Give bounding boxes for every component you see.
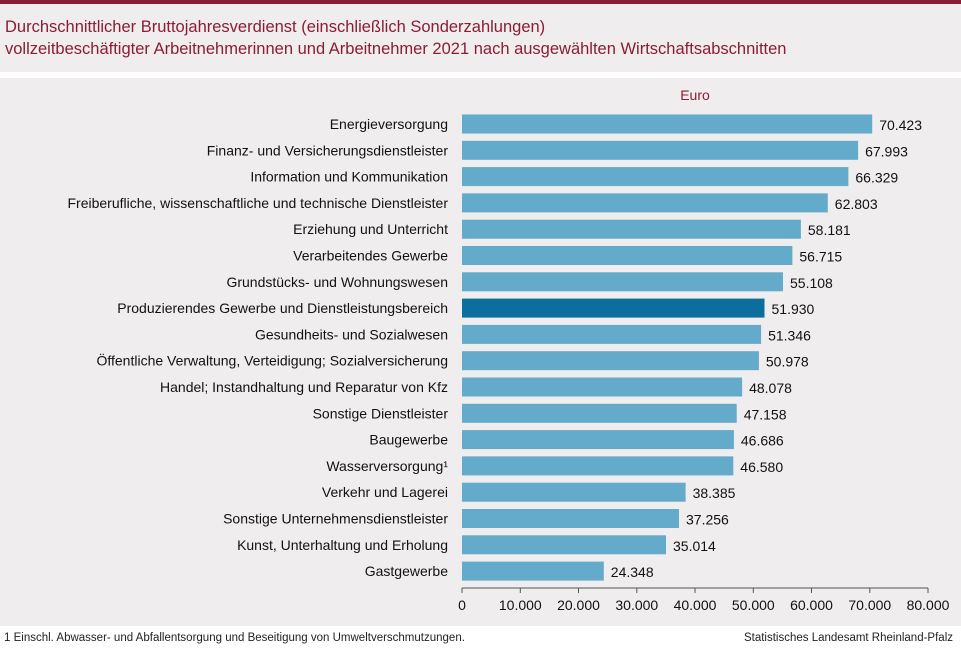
bar-13 <box>462 430 734 450</box>
x-tick-label-3: 20.000 <box>557 597 600 613</box>
bar-16 <box>462 509 679 528</box>
category-label-12: Sonstige Dienstleister <box>313 405 449 421</box>
value-label-1: 70.423 <box>879 117 922 133</box>
category-label-7: Grundstücks- und Wohnungswesen <box>226 274 448 290</box>
category-label-3: Information und Kommunikation <box>250 169 448 185</box>
chart-title-line-1: Durchschnittlicher Bruttojahresverdienst… <box>5 18 546 36</box>
chart-header: Durchschnittlicher Bruttojahresverdienst… <box>0 4 961 72</box>
source-credit: Statistisches Landesamt Rheinland-Pfalz <box>743 632 953 644</box>
x-tick-label-2: 10.000 <box>499 597 542 613</box>
x-tick-label-8: 70.000 <box>848 597 891 613</box>
value-label-12: 47.158 <box>744 406 787 422</box>
category-label-5: Erziehung und Unterricht <box>293 221 448 237</box>
top-rule <box>0 0 961 4</box>
bar-chart: Euro Energieversorgung 70.423 Finanz- und V… <box>67 87 950 613</box>
category-label-1: Energieversorgung <box>330 116 448 132</box>
x-tick-label-5: 40.000 <box>674 597 717 613</box>
value-label-15: 38.385 <box>693 485 736 501</box>
x-tick-label-7: 60.000 <box>790 597 833 613</box>
value-label-10: 50.978 <box>766 354 809 370</box>
value-label-4: 62.803 <box>835 196 878 212</box>
value-label-14: 46.580 <box>740 459 783 475</box>
category-label-10: Öffentliche Verwaltung, Verteidigung; So… <box>96 352 448 369</box>
category-label-18: Gastgewerbe <box>365 563 448 579</box>
value-label-6: 56.715 <box>799 249 842 265</box>
value-label-3: 66.329 <box>855 170 898 186</box>
category-label-4: Freiberufliche, wissenschaftliche und te… <box>67 195 448 211</box>
value-label-7: 55.108 <box>790 275 833 291</box>
bar-3 <box>462 167 849 187</box>
bar-4 <box>462 193 828 213</box>
bar-7 <box>462 272 783 292</box>
bar-6 <box>462 246 793 265</box>
bar-18 <box>462 561 604 581</box>
bar-14 <box>462 456 734 476</box>
value-label-8: 51.930 <box>772 301 815 317</box>
bar-15 <box>462 482 686 502</box>
category-label-8: Produzierendes Gewerbe und Dienstleistun… <box>117 300 448 316</box>
bar-5 <box>462 219 801 239</box>
x-tick-label-1: 0 <box>458 597 466 613</box>
bar-10 <box>462 351 759 371</box>
value-label-5: 58.181 <box>808 222 851 238</box>
x-tick-label-6: 50.000 <box>732 597 775 613</box>
category-label-6: Verarbeitendes Gewerbe <box>293 248 448 264</box>
category-label-11: Handel; Instandhaltung und Reparatur von… <box>160 379 448 395</box>
x-tick-label-9: 80.000 <box>907 597 950 613</box>
value-label-9: 51.346 <box>768 327 811 343</box>
value-label-11: 48.078 <box>749 380 792 396</box>
category-label-16: Sonstige Unternehmensdienstleister <box>223 511 448 527</box>
chart-title-line-2: vollzeitbeschäftigter Arbeitnehmerinnen … <box>5 40 787 58</box>
x-tick-label-4: 30.000 <box>615 597 658 613</box>
bar-17 <box>462 535 666 555</box>
category-label-14: Wasserversorgung¹ <box>326 458 448 474</box>
category-label-15: Verkehr und Lagerei <box>322 484 448 500</box>
bar-12 <box>462 403 737 423</box>
category-label-9: Gesundheits- und Sozialwesen <box>255 326 448 342</box>
value-label-13: 46.686 <box>741 433 784 449</box>
value-label-16: 37.256 <box>686 512 729 528</box>
value-label-18: 24.348 <box>611 564 654 580</box>
bar-9 <box>462 324 762 344</box>
category-label-2: Finanz- und Versicherungsdienstleister <box>207 142 449 158</box>
bar-2 <box>462 140 859 160</box>
category-label-13: Baugewerbe <box>369 432 448 448</box>
value-label-2: 67.993 <box>865 143 908 159</box>
bar-11 <box>462 377 743 397</box>
unit-label: Euro <box>680 87 710 103</box>
bar-8 <box>462 298 765 318</box>
bar-1 <box>462 114 873 134</box>
footnote: 1 Einschl. Abwasser- und Abfallentsorgun… <box>4 632 465 644</box>
category-label-17: Kunst, Unterhaltung und Erholung <box>237 537 448 553</box>
chart-panel: Euro Energieversorgung 70.423 Finanz- und V… <box>0 78 961 626</box>
value-label-17: 35.014 <box>673 538 716 554</box>
